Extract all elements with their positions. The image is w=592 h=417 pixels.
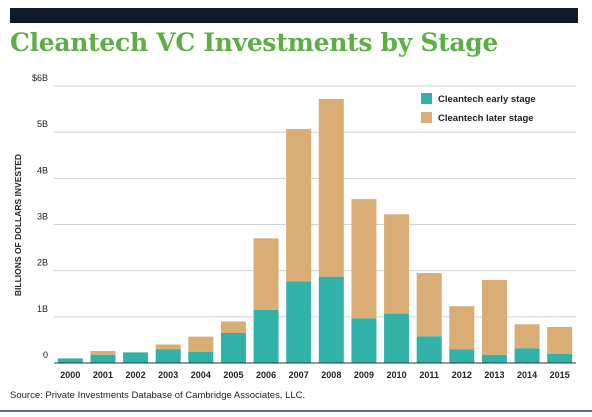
x-tick-label: 2003 [158,370,178,380]
x-tick-label: 2008 [321,370,341,380]
x-tick-label: 2007 [289,370,309,380]
source-note: Source: Private Investments Database of … [10,390,306,401]
chart-title: Cleantech VC Investments by Stage [10,28,499,57]
bar-segment-later-stage [318,98,344,277]
bar-segment-later-stage [155,344,181,350]
bar-segment-later-stage [90,350,116,355]
bar-segment-later-stage [220,321,246,333]
bar-segment-early-stage [123,352,149,363]
y-tick-label: 5B [37,119,48,129]
y-axis-ticks: 0 1B 2B 3B 4B 5B $6B [32,73,48,360]
bar-segment-later-stage [253,238,279,310]
bar-segment-early-stage [514,348,540,363]
bar-segment-early-stage [155,349,181,363]
bars [57,98,573,363]
x-tick-label: 2013 [484,370,504,380]
bar-segment-later-stage [286,128,312,282]
bar-segment-later-stage [188,336,214,352]
x-tick-label: 2009 [354,370,374,380]
bar-segment-early-stage [286,281,312,363]
x-axis-ticks: 2000 2001 2002 2003 2004 2005 2006 2007 2008 2009… [60,370,569,380]
header-banner [10,8,578,23]
bar-segment-early-stage [384,313,410,363]
bar-segment-later-stage [351,199,377,319]
bar-segment-early-stage [90,354,116,363]
bar-segment-early-stage [318,276,344,363]
bar-segment-early-stage [188,351,214,363]
y-tick-label: 4B [37,165,48,175]
x-tick-label: 2002 [126,370,146,380]
x-tick-label: 2014 [517,370,537,380]
x-tick-label: 2011 [419,370,439,380]
bar-segment-later-stage [481,279,507,355]
bar-segment-early-stage [481,354,507,363]
y-tick-label: 3B [37,212,48,222]
legend-label: Cleantech early stage [438,94,536,105]
x-tick-label: 2015 [550,370,570,380]
x-tick-label: 2010 [387,370,407,380]
bar-segment-later-stage [514,324,540,349]
stacked-bar-chart: 0 1B 2B 3B 4B 5B $6B BILLIONS OF DOLLARS INVES… [13,73,576,380]
legend-label: Cleantech later stage [438,113,534,124]
bar-segment-early-stage [547,353,573,363]
bar-segment-early-stage [351,318,377,363]
bar-segment-later-stage [416,272,442,337]
y-axis-label: BILLIONS OF DOLLARS INVESTED [13,154,23,296]
bar-segment-early-stage [253,309,279,363]
y-tick-label: $6B [32,73,48,83]
bar-segment-early-stage [449,349,475,363]
legend: Cleantech early stage Cleantech later sta… [413,87,565,127]
bar-segment-early-stage [416,336,442,363]
x-tick-label: 2000 [60,370,80,380]
bar-segment-later-stage [449,306,475,350]
bar-segment-later-stage [384,214,410,314]
y-tick-label: 0 [43,350,48,360]
x-tick-label: 2005 [223,370,243,380]
x-tick-label: 2006 [256,370,276,380]
x-tick-label: 2004 [191,370,211,380]
legend-swatch [421,93,432,104]
x-tick-label: 2001 [93,370,113,380]
legend-swatch [421,112,432,123]
bottom-rule [0,410,592,412]
x-tick-label: 2012 [452,370,472,380]
y-tick-label: 2B [37,258,48,268]
bar-segment-early-stage [57,358,83,363]
bar-segment-later-stage [547,326,573,354]
y-tick-label: 1B [37,304,48,314]
bar-segment-early-stage [220,332,246,363]
legend-background [413,87,565,127]
